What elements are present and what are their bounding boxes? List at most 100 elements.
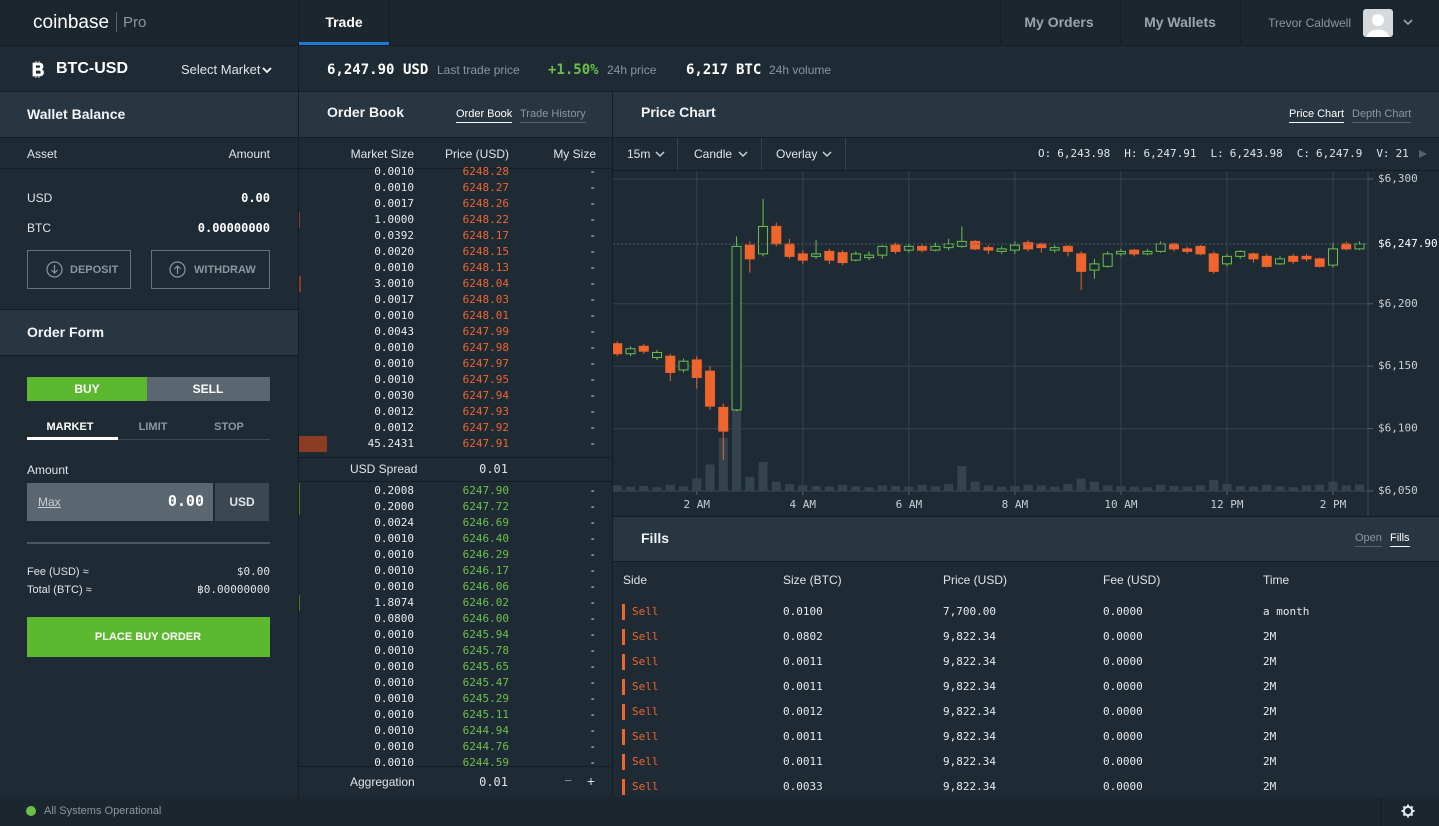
withdraw-icon [169,261,186,278]
candle-body [652,351,663,358]
order-price: 6248.01 [462,309,509,322]
order-price: 6248.27 [462,181,509,194]
amount-value[interactable]: 0.00 [167,492,204,510]
ohlcv-value: 21 [1395,147,1409,160]
volume-bar [877,485,887,491]
form-rule [27,542,270,544]
buy-tab[interactable] [27,377,147,401]
withdraw-button[interactable] [151,250,270,289]
column-header: Asset [27,147,58,161]
divider [299,457,612,458]
volume-bar [1182,486,1192,491]
volume-bar [1169,486,1179,491]
my-size: - [589,564,596,577]
nav-tab[interactable]: Trade [325,14,363,30]
market-selector-chevron[interactable] [262,66,272,74]
divider [1380,797,1381,826]
order-price: 6247.97 [462,357,509,370]
volume: 6,217 [686,62,729,78]
volume-bar [1156,484,1166,491]
order-size: 0.0010 [374,660,414,673]
volume-bar [1288,487,1298,491]
x-tick-label: 12 PM [1210,498,1243,511]
candle-body [1023,242,1034,250]
withdraw-label[interactable]: WITHDRAW [194,264,256,276]
user-menu-chevron[interactable] [1403,18,1413,26]
divider [761,138,762,170]
my-size: - [589,421,596,434]
panel-tab[interactable]: Order Book [456,106,513,123]
order-size: 0.0030 [374,389,414,402]
y-tick-label: $6,150 [1378,359,1418,372]
logo[interactable]: coinbase [33,12,110,33]
candle-body [903,245,914,251]
amount-unit-box [215,483,269,521]
volume-bar [1315,484,1325,491]
style-select[interactable]: Candle [694,147,733,161]
order-type-tab[interactable]: LIMIT [138,421,168,433]
nav-link[interactable]: My Wallets [1144,14,1216,30]
volume-label: 24h volume [769,63,832,77]
deposit-label[interactable]: DEPOSIT [70,264,119,276]
volume-bar [838,484,848,491]
avatar[interactable] [1363,9,1393,37]
fill-cell: 0.0011 [783,755,823,768]
aggregation-increase[interactable]: + [586,773,596,789]
panel-tab[interactable]: Price Chart [1289,106,1345,123]
my-size: - [589,293,596,306]
panel-tab[interactable]: Trade History [520,106,586,123]
order-price: 6246.02 [462,596,509,609]
volume-bar [692,478,702,491]
sell-label[interactable]: SELL [192,382,224,396]
interval-select[interactable]: 15m [627,147,651,161]
candle-body [784,243,795,257]
order-type-tab[interactable]: MARKET [46,421,94,433]
spread-label: USD Spread [350,462,418,476]
fill-cell: 0.0000 [1103,755,1143,768]
nav-link[interactable]: My Orders [1024,14,1094,30]
place-order-label[interactable]: PLACE BUY ORDER [94,631,202,643]
candle-body [1089,263,1100,271]
user-name[interactable]: Trevor Caldwell [1268,16,1351,30]
chevron[interactable] [655,150,665,158]
side-marker [622,754,625,770]
buy-label[interactable]: BUY [74,382,100,396]
order-type-tab[interactable]: STOP [214,421,244,433]
order-price: 6247.72 [462,500,509,513]
order-size: 0.0010 [374,532,414,545]
panel-tab[interactable]: Open [1355,530,1382,547]
volume-unit: BTC [736,62,762,78]
chevron[interactable] [738,150,748,158]
candle-body [638,345,649,352]
place-order-button[interactable] [27,617,270,657]
my-size: - [589,612,596,625]
my-size: - [589,500,596,513]
volume-bar [1195,485,1205,491]
divider [845,138,846,170]
volume-bar [1248,486,1258,491]
fill-cell: 9,822.34 [943,630,996,643]
deposit-button[interactable] [27,250,131,289]
order-size: 0.0010 [374,373,414,386]
panel-tab[interactable]: Depth Chart [1352,106,1412,123]
my-size: - [589,644,596,657]
ohlcv-item: H: 6,247.91 [1124,146,1196,162]
candle-body [1354,243,1365,250]
order-size: 0.0010 [374,564,414,577]
volume-bar [1116,486,1126,491]
chart-expand[interactable] [1418,149,1428,159]
volume-bar [771,481,781,491]
overlay-select[interactable]: Overlay [776,147,818,161]
my-size: - [589,692,596,705]
my-size: - [589,261,596,274]
volume-bar [983,485,993,491]
aggregation-decrease[interactable]: − [564,773,572,788]
volume-bar [944,484,954,491]
panel-tab[interactable]: Fills [1390,530,1410,547]
amount-input[interactable] [27,483,213,521]
market-selector[interactable]: Select Market [181,62,261,77]
sell-tab[interactable] [147,377,270,401]
max-link[interactable]: Max [38,495,61,509]
settings-icon[interactable] [1401,804,1415,818]
chevron[interactable] [822,150,832,158]
